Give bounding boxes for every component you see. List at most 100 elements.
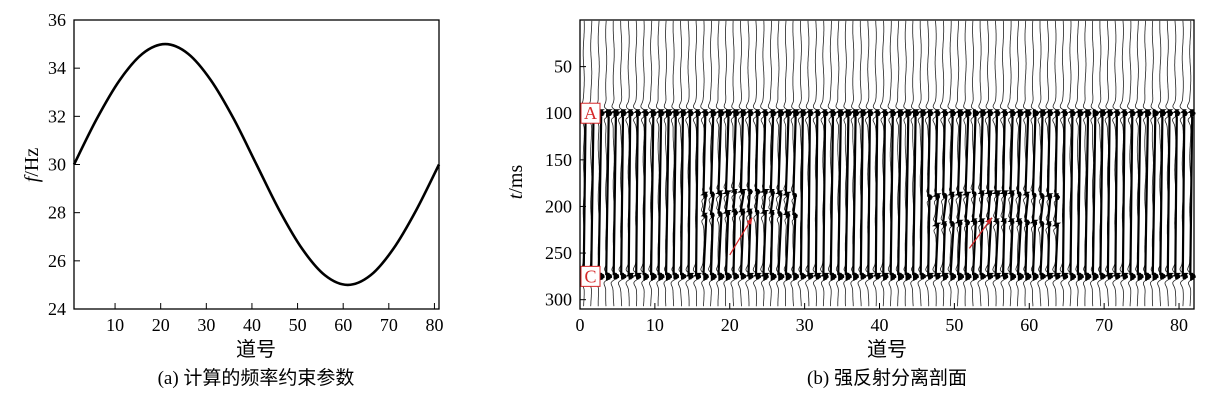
seismic-trace-fill [1058, 109, 1070, 280]
seismic-trace-fill [624, 109, 635, 280]
seismic-trace-fill [684, 109, 695, 280]
seismic-trace-fill [714, 109, 725, 281]
seismic-trace-fill [1074, 109, 1084, 281]
seismic-trace-fill [819, 109, 831, 281]
seismic-trace-fill [721, 109, 733, 281]
seismic-trace-fill [887, 109, 897, 281]
reflection-marker-box [580, 102, 601, 124]
seismic-trace-fill [1171, 109, 1182, 280]
seismic-trace-fill [1007, 109, 1017, 281]
seismic-trace-fill [841, 109, 853, 281]
seismic-xtick-label: 50 [945, 315, 963, 335]
seismic-trace-fill [797, 109, 807, 280]
seismic-trace-fill [1118, 109, 1130, 280]
frequency-xtick-label: 40 [243, 315, 261, 335]
seismic-ytick-label: 300 [545, 290, 572, 310]
seismic-trace-fill [789, 109, 801, 281]
seismic-trace-fill [1014, 109, 1024, 281]
seismic-trace-fill [601, 109, 613, 281]
seismic-trace-fill [1036, 109, 1047, 280]
seismic-trace-fill [1043, 109, 1055, 280]
frequency-curve [72, 42, 441, 287]
seismic-trace-fill [871, 109, 883, 280]
frequency-xtick-label: 50 [289, 315, 307, 335]
frequency-ylabel-unit: /Hz [21, 148, 43, 177]
frequency-xlabel: 道号 [236, 338, 276, 361]
seismic-trace-fill [1134, 109, 1144, 281]
frequency-xtick-label: 60 [334, 315, 352, 335]
seismic-trace-fill [1163, 109, 1175, 280]
seismic-trace-fill [834, 109, 845, 281]
seismic-xtick-label: 0 [576, 315, 585, 335]
seismic-trace-fill [744, 109, 755, 280]
seismic-trace-fill [661, 109, 673, 281]
seismic-trace-fill [1081, 109, 1092, 281]
seismic-trace-fill [594, 109, 605, 281]
seismic-ytick-label: 200 [545, 196, 572, 216]
seismic-xtick-label: 60 [1020, 315, 1038, 335]
seismic-trace-fill [617, 109, 627, 280]
frequency-ylabel: f/Hz [21, 148, 43, 183]
frequency-chart: 10 20 30 40 50 60 70 80 24 26 28 30 32 34 36 道号 f/Hz (… [21, 10, 443, 389]
frequency-ytick-label: 34 [48, 58, 66, 78]
seismic-trace-fill [931, 109, 942, 280]
seismic-trace-fill [1067, 109, 1076, 281]
seismic-trace-fill [894, 109, 905, 281]
seismic-xtick-label: 70 [1095, 315, 1113, 335]
seismic-trace-fill [939, 109, 950, 281]
seismic-ylabel-unit: /ms [505, 165, 527, 194]
seismic-trace-fill [669, 109, 681, 280]
seismic-trace-fill [1151, 109, 1159, 281]
reflection-marker-label: C [584, 266, 596, 286]
frequency-ytick-label: 32 [48, 106, 66, 126]
frequency-caption: (a) 计算的频率约束参数 [158, 367, 355, 389]
seismic-ylabel-symbol: t [505, 193, 527, 199]
seismic-ylabel: t/ms [505, 165, 527, 200]
seismic-trace-fill [1029, 109, 1039, 281]
seismic-trace-fill [970, 109, 980, 281]
seismic-ytick-label: 100 [545, 103, 572, 123]
seismic-trace-fill [587, 109, 597, 281]
seismic-xtick-label: 80 [1170, 315, 1188, 335]
seismic-ytick-label: 250 [545, 243, 572, 263]
frequency-ytick-label: 24 [48, 299, 66, 319]
seismic-trace-fill [901, 109, 913, 281]
frequency-ytick-label: 26 [48, 251, 66, 271]
seismic-traces [580, 20, 1196, 307]
seismic-trace-fill [609, 109, 621, 280]
seismic-trace-fill [640, 109, 649, 281]
seismic-xtick-label: 10 [646, 315, 664, 335]
seismic-xtick-label: 30 [796, 315, 814, 335]
annotation-arrow-shaft [729, 217, 753, 256]
seismic-trace-fill [632, 109, 643, 280]
seismic-trace-fill [961, 109, 973, 281]
seismic-trace-fill [864, 109, 875, 280]
frequency-xtick-label: 10 [106, 315, 124, 335]
frequency-ytick-label: 36 [48, 10, 66, 30]
seismic-trace-fill [736, 109, 748, 280]
frequency-xtick-label: 20 [152, 315, 170, 335]
seismic-trace-fill [1091, 109, 1099, 281]
seismic-trace-fill [924, 109, 935, 280]
annotation-arrow-head [746, 217, 753, 225]
reflection-marker-box [580, 265, 601, 287]
seismic-trace-fill [647, 109, 657, 281]
seismic-trace-fill [916, 109, 927, 280]
frequency-xtick-label: 70 [380, 315, 398, 335]
seismic-trace-fill [654, 109, 665, 281]
seismic-chart: 0 10 20 30 40 50 60 70 80 50 100 150 200 250 300 A C 道号… [505, 19, 1196, 389]
seismic-trace-fill [1127, 109, 1136, 281]
seismic-trace-fill [856, 109, 868, 280]
seismic-trace-fill [759, 109, 771, 281]
seismic-trace-fill [811, 109, 823, 280]
seismic-trace-fill [1178, 109, 1190, 280]
seismic-trace-fill [849, 109, 861, 281]
seismic-trace-fill [700, 109, 709, 281]
frequency-ytick-label: 30 [48, 155, 66, 175]
frequency-xtick-label: 80 [425, 315, 443, 335]
seismic-trace-fill [827, 109, 837, 281]
seismic-trace-fill [804, 109, 815, 280]
seismic-trace-fill [580, 109, 590, 281]
seismic-trace-fill [781, 109, 793, 281]
